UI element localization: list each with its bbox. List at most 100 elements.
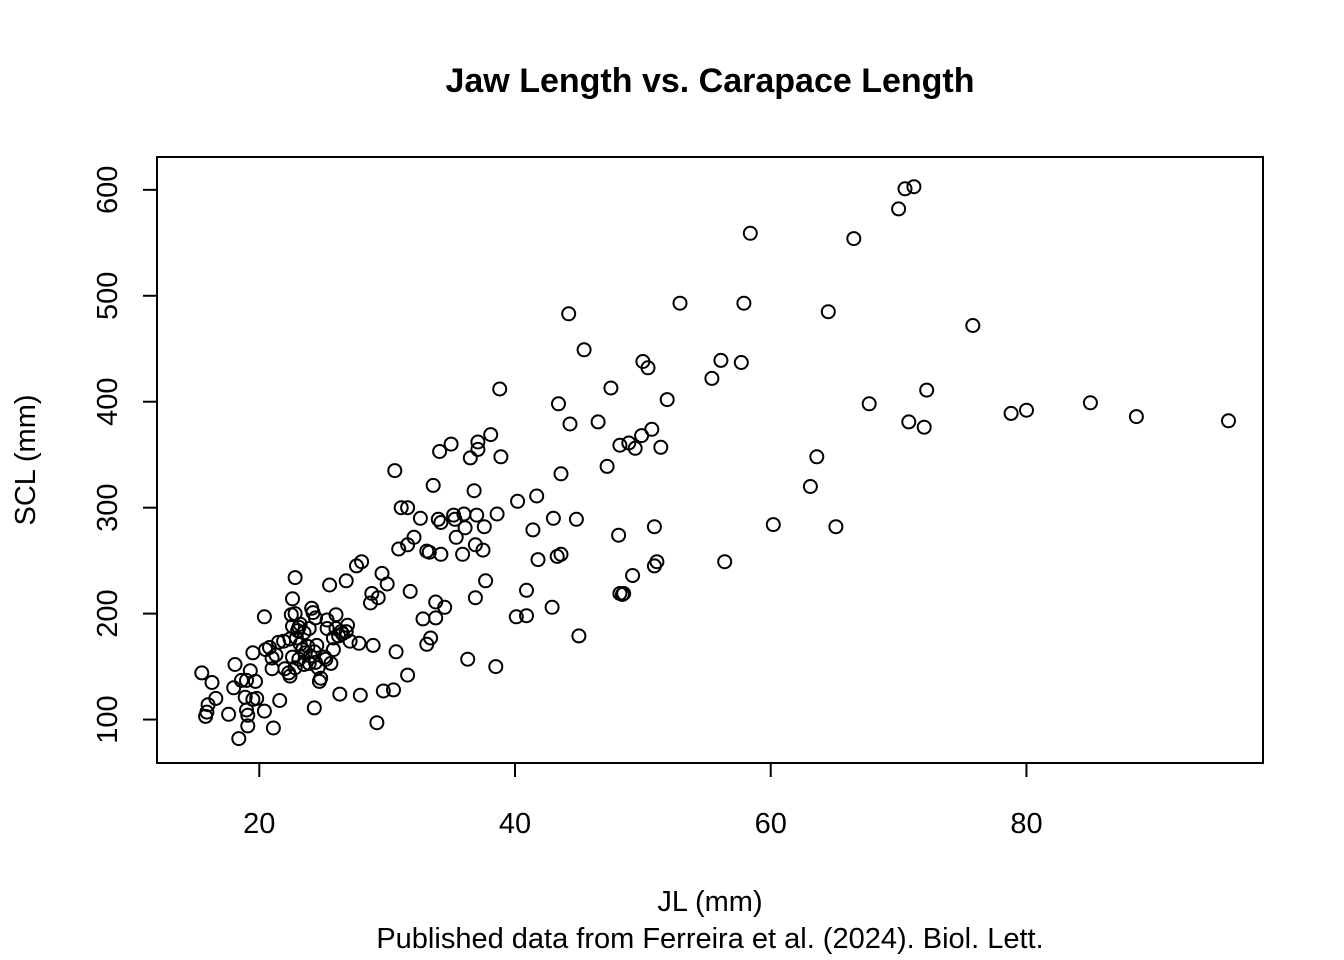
data-point: [492, 381, 508, 397]
data-point: [901, 414, 917, 430]
data-point: [590, 414, 606, 430]
data-point: [287, 660, 303, 676]
data-point: [467, 590, 483, 606]
data-point: [363, 595, 378, 611]
data-point: [653, 439, 669, 455]
data-point: [891, 201, 907, 217]
data-point: [475, 542, 491, 558]
data-point: [332, 686, 348, 702]
data-point: [430, 511, 446, 527]
data-point: [551, 396, 566, 412]
data-point: [561, 306, 577, 322]
data-point: [239, 702, 254, 718]
data-point: [462, 450, 478, 466]
data-point: [338, 624, 354, 640]
data-point: [448, 529, 464, 545]
data-point: [338, 573, 354, 589]
data-point: [478, 573, 494, 589]
data-point: [545, 510, 561, 526]
data-point: [568, 511, 584, 527]
data-point: [365, 637, 381, 653]
data-point: [340, 617, 355, 633]
data-point: [519, 582, 534, 598]
data-point: [544, 599, 560, 615]
data-point: [342, 633, 358, 649]
data-point: [627, 440, 643, 456]
data-point: [425, 477, 441, 493]
data-point: [379, 576, 395, 592]
data-point: [415, 611, 431, 627]
data-point: [277, 661, 293, 677]
data-point: [325, 642, 341, 658]
data-point: [256, 609, 272, 625]
data-point: [309, 637, 325, 653]
data-point: [306, 700, 322, 716]
y-tick-label: 400: [92, 378, 124, 426]
data-point: [455, 546, 471, 562]
data-point: [965, 318, 981, 333]
data-point: [508, 609, 524, 625]
data-point: [736, 295, 752, 311]
data-point: [265, 720, 281, 736]
data-point: [387, 463, 403, 479]
data-point: [227, 657, 243, 672]
data-point: [208, 690, 224, 706]
data-point: [402, 583, 418, 599]
data-point: [240, 718, 256, 734]
data-point: [351, 635, 367, 651]
data-point: [809, 449, 825, 465]
data-point: [649, 554, 665, 570]
data-point: [525, 522, 541, 538]
data-point: [861, 396, 877, 412]
data-point: [530, 552, 546, 568]
data-point: [386, 682, 401, 698]
data-point: [194, 665, 210, 681]
data-point: [612, 437, 628, 453]
data-point: [733, 355, 749, 370]
data-point: [231, 731, 247, 747]
data-point: [489, 506, 505, 522]
data-point: [354, 554, 370, 570]
data-point: [239, 672, 254, 688]
data-points: [194, 179, 1236, 747]
data-point: [282, 668, 298, 684]
data-point: [644, 421, 660, 437]
data-point: [704, 370, 720, 386]
data-point: [1221, 413, 1236, 429]
data-point: [264, 650, 280, 666]
data-point: [323, 655, 339, 671]
data-point: [616, 586, 632, 601]
data-point: [1082, 395, 1098, 411]
data-point: [272, 693, 288, 708]
data-point: [659, 392, 675, 408]
data-point: [562, 416, 578, 432]
data-point: [519, 608, 534, 624]
data-point: [375, 683, 391, 699]
data-point: [204, 675, 220, 690]
data-point: [233, 672, 249, 688]
data-point: [640, 360, 656, 376]
data-point: [370, 590, 386, 606]
data-point: [493, 449, 509, 465]
data-point: [529, 488, 545, 504]
data-point: [625, 568, 641, 583]
data-point: [369, 715, 385, 731]
data-point: [432, 444, 448, 459]
data-point: [352, 687, 368, 703]
data-point: [421, 544, 437, 560]
data-point: [249, 690, 265, 706]
data-point: [576, 342, 592, 358]
data-point: [437, 599, 453, 615]
data-point: [226, 680, 242, 696]
data-point: [802, 479, 818, 494]
data-point: [460, 651, 476, 667]
data-point: [916, 419, 932, 435]
y-axis: 100 200 300 400 500 600: [92, 166, 157, 744]
data-point: [428, 610, 444, 626]
data-point: [287, 570, 303, 586]
x-tick-label: 40: [499, 808, 531, 840]
y-axis-label: SCL (mm): [10, 394, 42, 525]
data-point: [713, 352, 729, 368]
data-point: [308, 610, 323, 626]
data-point: [1003, 405, 1019, 421]
